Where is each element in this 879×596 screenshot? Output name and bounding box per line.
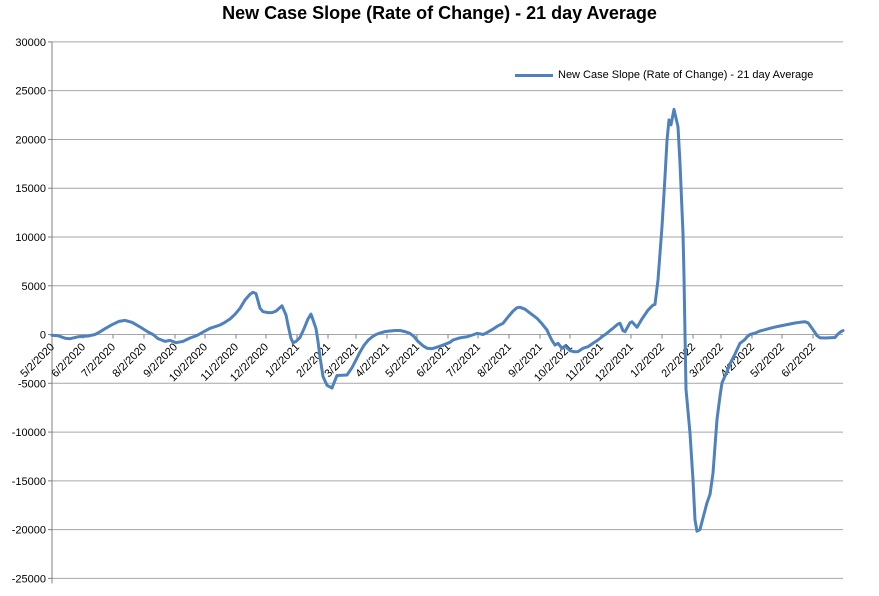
y-tick-label: -10000 xyxy=(12,427,46,439)
y-tick-label: 0 xyxy=(40,330,46,342)
series-line xyxy=(50,107,845,533)
legend-label: New Case Slope (Rate of Change) - 21 day… xyxy=(558,69,814,81)
y-tick-label: -5000 xyxy=(18,378,46,390)
y-tick-label: 5000 xyxy=(22,281,46,293)
y-tick-label: -20000 xyxy=(12,525,46,537)
y-tick-label: -25000 xyxy=(12,573,46,585)
y-tick-label: 30000 xyxy=(15,37,46,49)
legend-line-swatch xyxy=(515,73,553,77)
chart-title: New Case Slope (Rate of Change) - 21 day… xyxy=(222,3,657,23)
y-tick-label: 25000 xyxy=(15,86,46,98)
x-tick-label: 6/2/2022 xyxy=(779,341,818,380)
y-tick-label: 20000 xyxy=(15,134,46,146)
y-tick-label: -15000 xyxy=(12,476,46,488)
y-tick-label: 15000 xyxy=(15,183,46,195)
legend: New Case Slope (Rate of Change) - 21 day… xyxy=(515,69,813,81)
y-tick-label: 10000 xyxy=(15,232,46,244)
